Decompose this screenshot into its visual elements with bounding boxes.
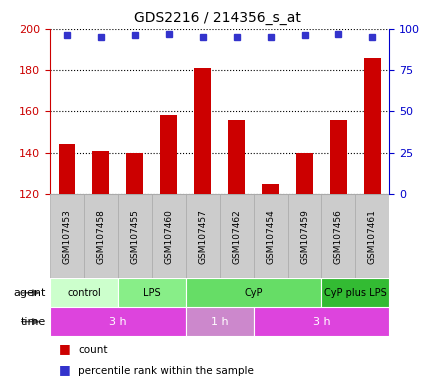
Text: GSM107453: GSM107453 <box>62 209 71 263</box>
Bar <box>160 116 177 194</box>
Bar <box>151 194 185 278</box>
Text: agent: agent <box>13 288 46 298</box>
Bar <box>321 278 388 307</box>
Bar <box>50 307 185 336</box>
Text: GSM107457: GSM107457 <box>198 209 207 263</box>
Text: GSM107456: GSM107456 <box>333 209 342 263</box>
Bar <box>219 194 253 278</box>
Bar <box>185 307 253 336</box>
Bar <box>50 194 84 278</box>
Text: GSM107461: GSM107461 <box>367 209 376 263</box>
Text: LPS: LPS <box>143 288 160 298</box>
Bar <box>363 58 380 194</box>
Bar <box>355 194 388 278</box>
Bar <box>287 194 321 278</box>
Text: control: control <box>67 288 101 298</box>
Text: 3 h: 3 h <box>109 316 126 327</box>
Bar <box>118 278 185 307</box>
Text: ■: ■ <box>59 342 70 355</box>
Bar <box>58 144 76 194</box>
Bar <box>118 194 151 278</box>
Bar <box>228 120 245 194</box>
Bar <box>92 151 109 194</box>
Bar <box>253 194 287 278</box>
Text: CyP plus LPS: CyP plus LPS <box>323 288 386 298</box>
Text: 3 h: 3 h <box>312 316 329 327</box>
Bar <box>84 194 118 278</box>
Bar <box>194 68 211 194</box>
Text: GSM107462: GSM107462 <box>232 209 240 263</box>
Text: ■: ■ <box>59 363 70 376</box>
Bar <box>296 152 312 194</box>
Bar <box>50 278 118 307</box>
Text: GSM107458: GSM107458 <box>96 209 105 263</box>
Text: percentile rank within the sample: percentile rank within the sample <box>78 366 253 376</box>
Text: 1 h: 1 h <box>210 316 228 327</box>
Bar <box>185 194 219 278</box>
Bar <box>185 278 321 307</box>
Text: GDS2216 / 214356_s_at: GDS2216 / 214356_s_at <box>134 11 300 25</box>
Text: GSM107460: GSM107460 <box>164 209 173 263</box>
Bar <box>321 194 355 278</box>
Bar <box>261 184 279 194</box>
Text: GSM107455: GSM107455 <box>130 209 139 263</box>
Text: GSM107454: GSM107454 <box>266 209 274 263</box>
Bar <box>253 307 388 336</box>
Text: count: count <box>78 345 108 355</box>
Text: GSM107459: GSM107459 <box>299 209 308 263</box>
Text: CyP: CyP <box>244 288 262 298</box>
Bar <box>126 152 143 194</box>
Bar <box>329 120 346 194</box>
Text: time: time <box>20 316 46 327</box>
